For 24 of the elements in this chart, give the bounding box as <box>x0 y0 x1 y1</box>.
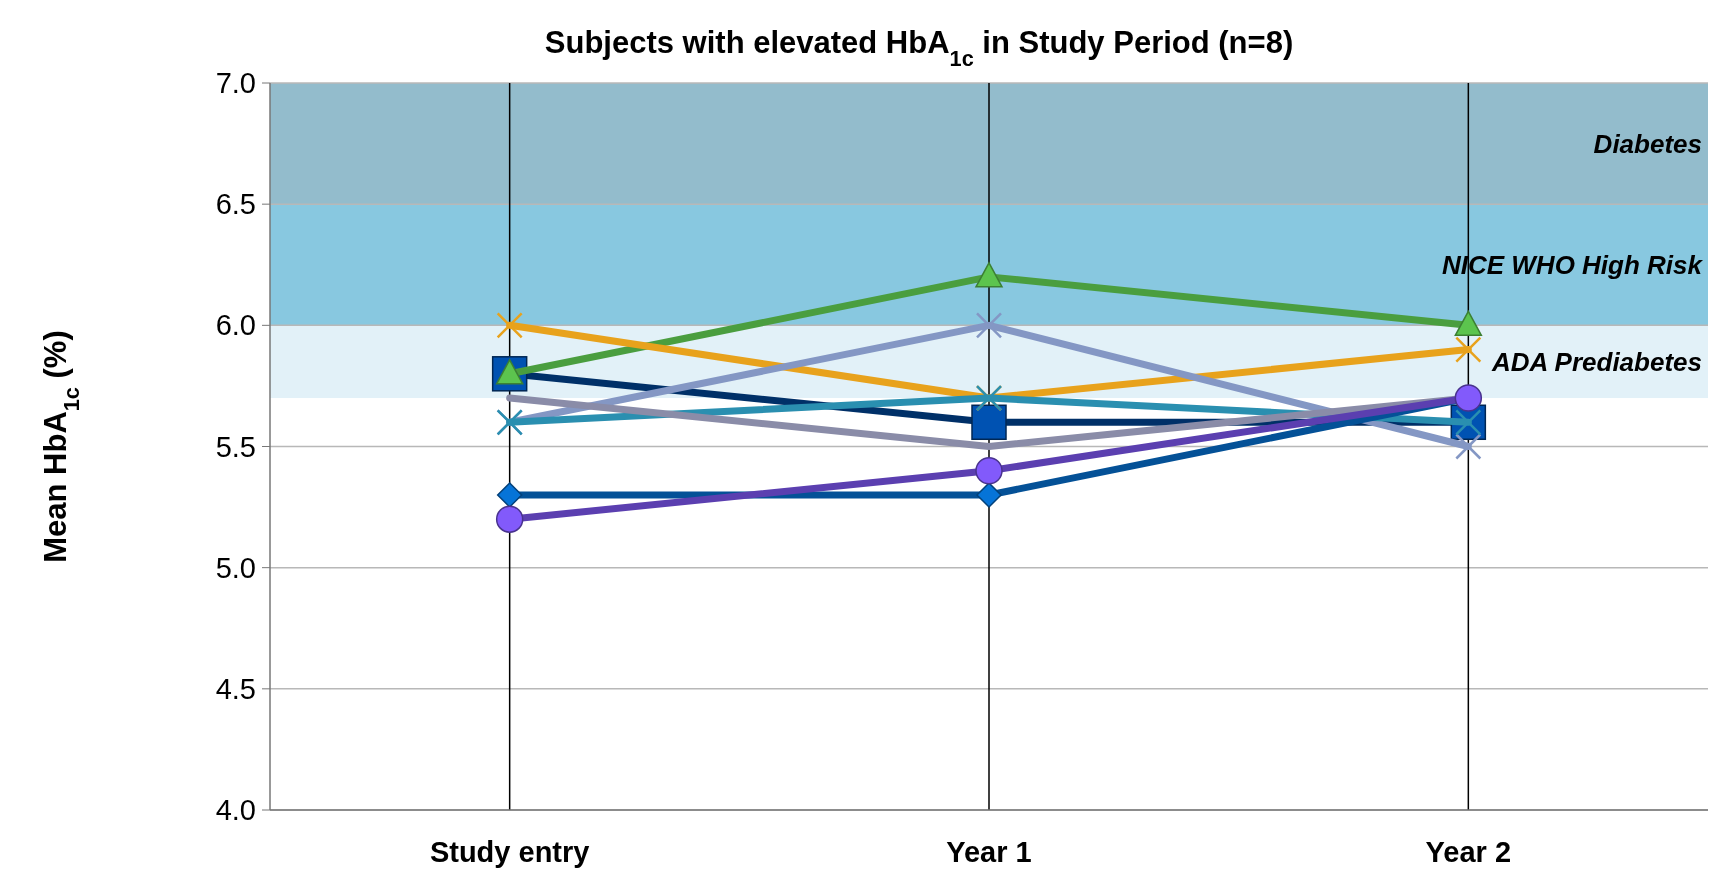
point <box>496 312 523 339</box>
band-label: ADA Prediabetes <box>1491 346 1702 377</box>
y-tick-label: 6.0 <box>215 309 256 342</box>
y-tick-label: 6.5 <box>215 188 256 221</box>
point <box>971 404 1007 441</box>
point <box>495 505 524 533</box>
band-label: Diabetes <box>1593 128 1702 159</box>
point <box>1454 310 1483 337</box>
point <box>975 312 1003 339</box>
y-tick-label: 5.5 <box>215 430 256 463</box>
y-tick-label: 4.5 <box>215 672 256 705</box>
y-tick-label: 4.0 <box>215 794 256 826</box>
x-tick-label: Study entry <box>429 836 590 868</box>
point <box>1455 433 1482 460</box>
point <box>975 262 1003 288</box>
y-tick-label: 5.0 <box>215 551 256 584</box>
point <box>976 482 1002 508</box>
chart-title: Subjects with elevated HbA$_{1c}$ in Study Period (n=8) <box>544 25 1294 71</box>
x-tick-label: Year 1 <box>946 836 1032 868</box>
point <box>975 456 1003 485</box>
point <box>1455 336 1482 363</box>
x-tick-label: Year 2 <box>1425 836 1512 868</box>
y-tick-label: 7.0 <box>215 67 256 99</box>
point <box>496 482 523 508</box>
